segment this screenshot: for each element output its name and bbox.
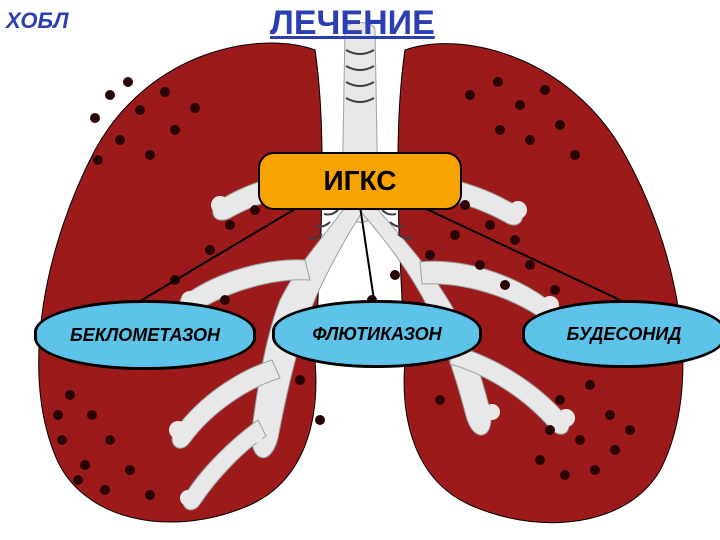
diagram-stage: ХОБЛ ЛЕЧЕНИЕ ИГКС БЕКЛОМЕТАЗОН ФЛЮТИКАЗОН… [0,0,720,540]
drug-category-box: ИГКС [258,152,462,210]
left-lung-shape [39,43,322,522]
drug-ellipse-1: ФЛЮТИКАЗОН [272,300,482,368]
drug-label: БУДЕСОНИД [567,324,682,345]
drug-label: БЕКЛОМЕТАЗОН [70,325,220,346]
drug-ellipse-2: БУДЕСОНИД [522,300,720,368]
drug-category-label: ИГКС [324,165,397,196]
page-title: ЛЕЧЕНИЕ [270,4,435,43]
drug-ellipse-0: БЕКЛОМЕТАЗОН [34,300,256,370]
lungs-illustration [0,0,720,540]
drug-label: ФЛЮТИКАЗОН [312,324,441,345]
condition-label: ХОБЛ [6,8,68,34]
